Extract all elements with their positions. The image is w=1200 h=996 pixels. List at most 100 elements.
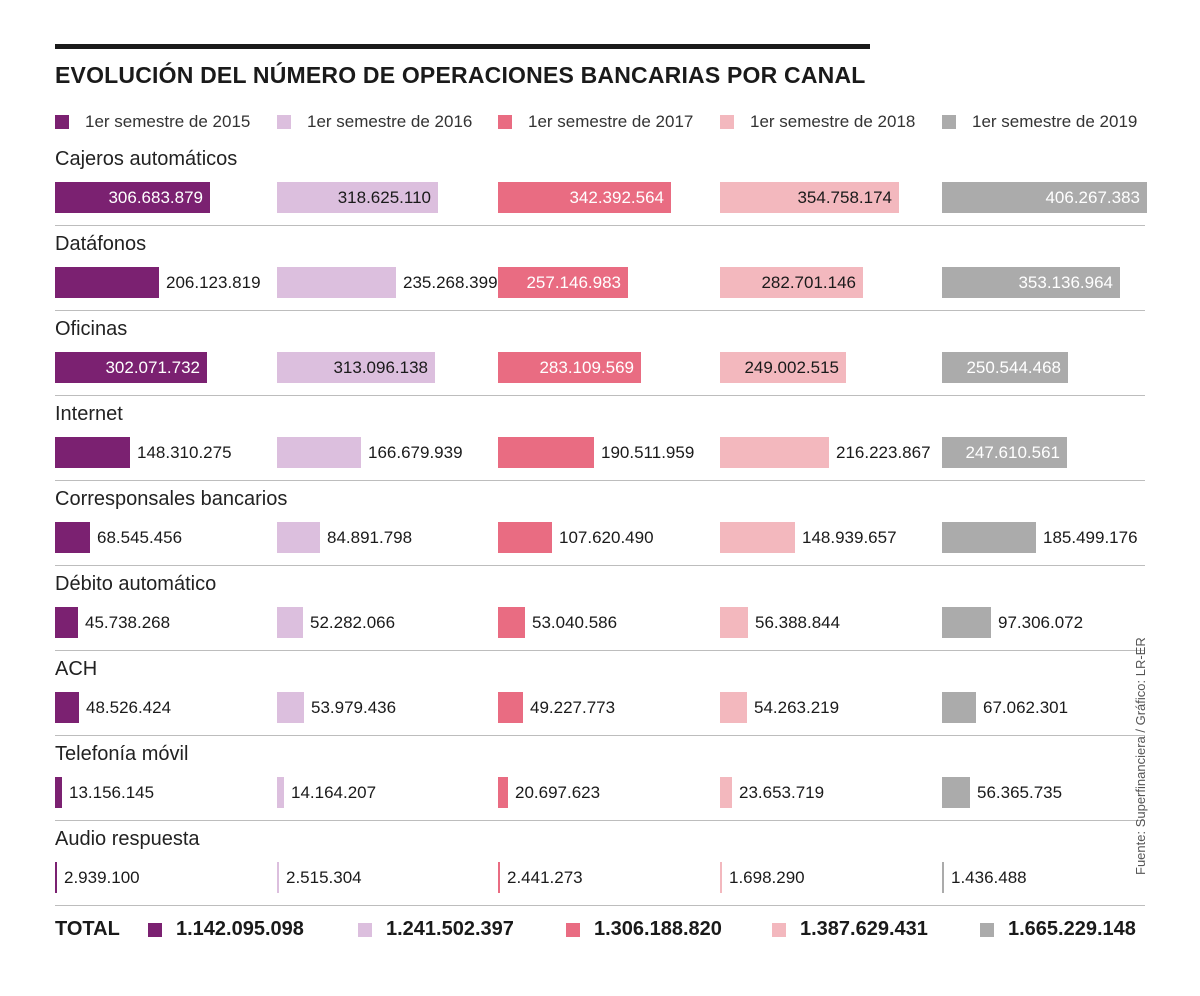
bar-cell: 2.939.100 — [55, 862, 260, 893]
legend-swatch — [498, 115, 512, 129]
category-label: Telefonía móvil — [55, 743, 189, 765]
bar-value-label: 2.939.100 — [64, 868, 140, 887]
bar — [55, 777, 62, 808]
bar — [942, 352, 1068, 383]
legend-label: 1er semestre de 2017 — [528, 112, 694, 131]
bar-value-label: 45.738.268 — [85, 613, 171, 632]
category-label: Cajeros automáticos — [55, 148, 238, 170]
bar — [277, 692, 304, 723]
bar — [720, 777, 732, 808]
bar — [720, 522, 795, 553]
bar-cell: 84.891.798 — [277, 522, 482, 553]
total-value-label: 1.241.502.397 — [386, 918, 514, 940]
bar — [498, 182, 671, 213]
bar — [55, 182, 210, 213]
bar-cell: 97.306.072 — [942, 607, 1147, 638]
bar-cell: 342.392.564 — [498, 182, 703, 213]
bar-cell: 353.136.964 — [942, 267, 1147, 298]
bar-value-label: 302.071.732 — [105, 358, 200, 377]
category-label: Oficinas — [55, 318, 128, 340]
total-swatch — [566, 922, 580, 937]
bar-cell: 306.683.879 — [55, 182, 260, 213]
category-divider — [55, 565, 1145, 566]
legend-swatch — [720, 115, 734, 129]
bar-value-label: 67.062.301 — [983, 698, 1069, 717]
bar — [498, 437, 594, 468]
bar — [498, 692, 523, 723]
bar-value-label: 23.653.719 — [739, 783, 825, 802]
bar — [55, 607, 78, 638]
bar-value-label: 235.268.399 — [403, 273, 498, 292]
bar-value-label: 313.096.138 — [333, 358, 428, 377]
bar-value-label: 148.310.275 — [137, 443, 232, 462]
legend-label: 1er semestre de 2018 — [750, 112, 916, 131]
category-label: Internet — [55, 403, 123, 425]
legend-swatch — [277, 115, 291, 129]
category-divider — [55, 735, 1145, 736]
bar — [720, 352, 846, 383]
bar — [942, 607, 991, 638]
bar — [942, 437, 1067, 468]
bar-value-label: 185.499.176 — [1043, 528, 1138, 547]
bar-value-label: 56.388.844 — [755, 613, 841, 632]
bar-value-label: 306.683.879 — [108, 188, 203, 207]
bar-value-label: 342.392.564 — [569, 188, 664, 207]
total-label: TOTAL — [55, 918, 120, 940]
bar-cell: 2.515.304 — [277, 862, 482, 893]
bar-value-label: 14.164.207 — [291, 783, 377, 802]
bar-cell: 67.062.301 — [942, 692, 1147, 723]
bar — [277, 352, 435, 383]
bar — [720, 862, 722, 893]
bar-cell: 107.620.490 — [498, 522, 703, 553]
source-credit: Fuente: Superfinanciera / Gráfico: LR-ER — [1133, 637, 1148, 875]
bar — [942, 267, 1120, 298]
bar — [277, 522, 320, 553]
bar-cell: 206.123.819 — [55, 267, 261, 298]
bar-value-label: 52.282.066 — [310, 613, 396, 632]
bar-cell: 247.610.561 — [942, 437, 1147, 468]
bar-cell: 235.268.399 — [277, 267, 498, 298]
bar-value-label: 250.544.468 — [966, 358, 1061, 377]
bar — [277, 862, 279, 893]
bar-value-label: 406.267.383 — [1045, 188, 1140, 207]
bar-value-label: 49.227.773 — [530, 698, 616, 717]
category-label: ACH — [55, 658, 98, 680]
bar-value-label: 68.545.456 — [97, 528, 183, 547]
bar — [498, 267, 628, 298]
bar — [55, 437, 130, 468]
legend-item-2019: 1er semestre de 2019 — [942, 112, 1137, 132]
bar-value-label: 318.625.110 — [337, 188, 431, 207]
total-value-2015: 1.142.095.098 — [148, 918, 304, 941]
bar — [277, 607, 303, 638]
bar-cell: 283.109.569 — [498, 352, 703, 383]
bar — [720, 267, 863, 298]
total-value-label: 1.306.188.820 — [594, 918, 722, 940]
bar-value-label: 107.620.490 — [559, 528, 654, 547]
bar — [277, 777, 284, 808]
category-label: Datáfonos — [55, 233, 147, 255]
bar-value-label: 148.939.657 — [802, 528, 897, 547]
bar — [498, 607, 525, 638]
bar — [720, 692, 747, 723]
bar-value-label: 1.436.488 — [951, 868, 1027, 887]
bar-cell: 54.263.219 — [720, 692, 925, 723]
chart-title: EVOLUCIÓN DEL NÚMERO DE OPERACIONES BANC… — [55, 62, 866, 88]
bar-cell: 13.156.145 — [55, 777, 260, 808]
bar-value-label: 97.306.072 — [998, 613, 1084, 632]
bar — [55, 862, 57, 893]
bar-cell: 318.625.110 — [277, 182, 482, 213]
bar — [720, 437, 829, 468]
bar-value-label: 353.136.964 — [1018, 273, 1113, 292]
bar-value-label: 282.701.146 — [761, 273, 856, 292]
bar-value-label: 48.526.424 — [86, 698, 172, 717]
bar-cell: 49.227.773 — [498, 692, 703, 723]
bar-cell: 52.282.066 — [277, 607, 482, 638]
bar-cell: 56.365.735 — [942, 777, 1147, 808]
category-divider — [55, 310, 1145, 311]
legend-item-2016: 1er semestre de 2016 — [277, 112, 472, 132]
category-label: Corresponsales bancarios — [55, 488, 288, 510]
total-value-2019: 1.665.229.148 — [980, 918, 1136, 941]
bar-cell: 148.939.657 — [720, 522, 925, 553]
legend-swatch — [942, 115, 956, 129]
bar-cell: 148.310.275 — [55, 437, 260, 468]
